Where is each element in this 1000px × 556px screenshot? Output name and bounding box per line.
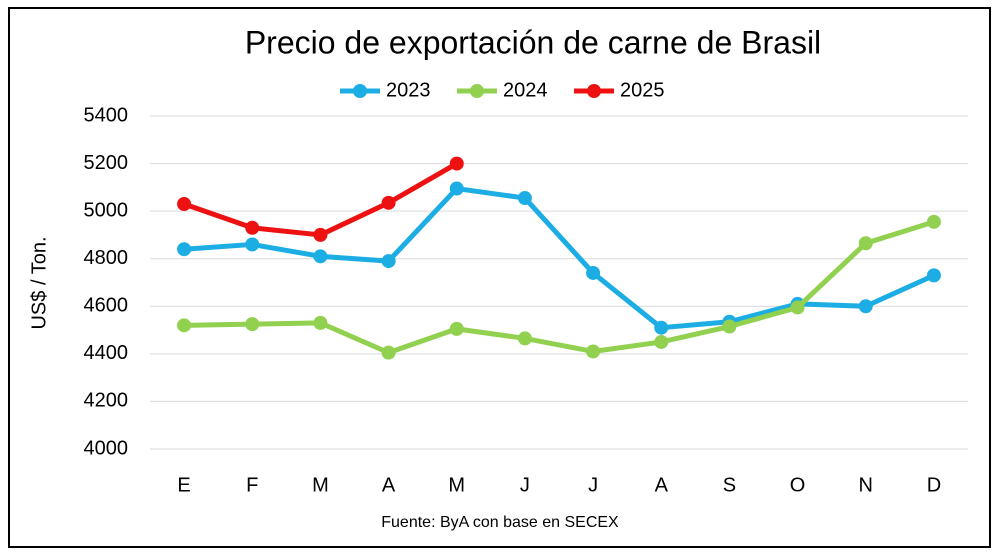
legend-label: 2025 <box>620 79 665 101</box>
x-tick-label: F <box>246 474 258 496</box>
data-point <box>381 195 396 210</box>
series-line <box>184 219 935 356</box>
y-tick-label: 4200 <box>84 390 129 412</box>
data-point <box>245 237 260 252</box>
x-tick-label: S <box>723 474 736 496</box>
legend-label: 2023 <box>386 79 431 101</box>
legend-label: 2024 <box>503 79 548 101</box>
data-point <box>177 242 192 257</box>
data-point <box>313 315 328 330</box>
data-point <box>654 320 669 335</box>
data-point <box>449 321 464 336</box>
data-point <box>177 197 192 212</box>
y-tick-label: 4800 <box>84 247 129 269</box>
data-point <box>926 214 941 229</box>
data-point <box>654 334 669 349</box>
data-point <box>586 265 601 280</box>
data-point <box>313 249 328 264</box>
chart-border <box>8 7 991 548</box>
y-tick-label: 5000 <box>84 199 129 221</box>
data-point <box>517 331 532 346</box>
source-note: Fuente: ByA con base en SECEX <box>381 514 619 531</box>
y-tick-label: 4600 <box>84 295 129 317</box>
x-tick-label: A <box>382 474 396 496</box>
x-tick-label: D <box>927 474 941 496</box>
x-tick-label: M <box>448 474 465 496</box>
data-point <box>858 236 873 251</box>
data-point <box>449 156 464 171</box>
legend-marker <box>353 84 367 98</box>
data-point <box>517 191 532 206</box>
x-tick-label: E <box>177 474 190 496</box>
x-tick-label: J <box>588 474 598 496</box>
y-tick-label: 5200 <box>84 152 129 174</box>
data-point <box>381 345 396 360</box>
data-point <box>245 317 260 332</box>
x-tick-label: J <box>520 474 530 496</box>
data-point <box>722 319 737 334</box>
data-point <box>449 181 464 196</box>
data-point <box>586 344 601 359</box>
data-point <box>926 268 941 283</box>
chart-title: Precio de exportación de carne de Brasil <box>245 24 821 60</box>
data-point <box>245 220 260 235</box>
y-tick-label: 4000 <box>84 437 129 459</box>
series-line <box>183 186 935 331</box>
data-point <box>858 299 873 314</box>
data-point <box>381 254 396 269</box>
y-tick-label: 5400 <box>84 104 129 126</box>
x-tick-label: O <box>790 474 806 496</box>
y-tick-label: 4400 <box>84 342 129 364</box>
data-point <box>177 318 192 333</box>
legend-marker <box>587 84 601 98</box>
data-point <box>313 227 328 242</box>
x-tick-label: M <box>312 474 329 496</box>
y-axis-label: US$ / Ton. <box>28 236 50 329</box>
x-tick-label: N <box>859 474 873 496</box>
legend-marker <box>470 84 484 98</box>
data-point <box>790 300 805 315</box>
x-tick-label: A <box>655 474 669 496</box>
